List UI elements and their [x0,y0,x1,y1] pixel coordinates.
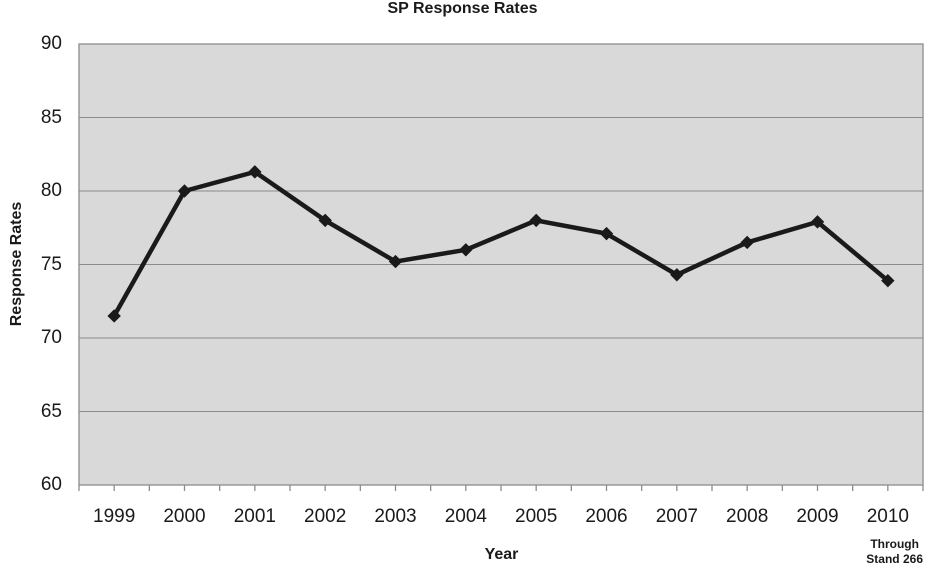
chart-title: SP Response Rates [387,0,538,17]
x-tick-label-2007: 2007 [655,506,698,527]
y-tick-label-70: 70 [40,327,62,348]
data-point-2007 [670,268,684,282]
x-tick-label-2004: 2004 [444,506,487,527]
y-tick-label-90: 90 [40,33,62,54]
footnote-line-2: Stand 266 [866,552,923,566]
y-tick-label-85: 85 [40,106,62,128]
data-point-2000 [177,184,192,198]
data-point-2009 [810,215,825,229]
x-axis-title: Year [484,546,519,563]
footnote-line-1: Through [870,537,919,551]
data-point-1999 [107,309,121,323]
x-tick-label-2010: 2010 [866,506,909,527]
x-tick-label-2009: 2009 [796,506,839,527]
chart-footnote: Through Stand 266 [866,537,923,567]
data-point-2001 [248,165,262,179]
x-tick-label-2000: 2000 [163,506,206,527]
x-tick-label-2001: 2001 [233,506,276,527]
data-point-2005 [529,213,543,228]
data-point-2004 [459,243,473,257]
data-point-2006 [599,226,614,241]
data-point-2008 [740,235,754,250]
x-tick-label-2002: 2002 [304,506,347,527]
x-tick-label-2008: 2008 [726,506,769,527]
data-point-2010 [881,273,895,288]
x-tick-label-2003: 2003 [374,506,417,527]
data-point-2003 [388,254,403,269]
x-tick-label-2005: 2005 [515,506,558,527]
y-tick-label-65: 65 [40,400,62,422]
x-tick-label-1999: 1999 [93,506,136,527]
y-tick-label-80: 80 [40,180,62,201]
y-tick-label-75: 75 [40,253,62,275]
data-point-2002 [318,213,332,228]
y-tick-label-60: 60 [40,474,62,495]
x-tick-label-2006: 2006 [585,506,628,527]
